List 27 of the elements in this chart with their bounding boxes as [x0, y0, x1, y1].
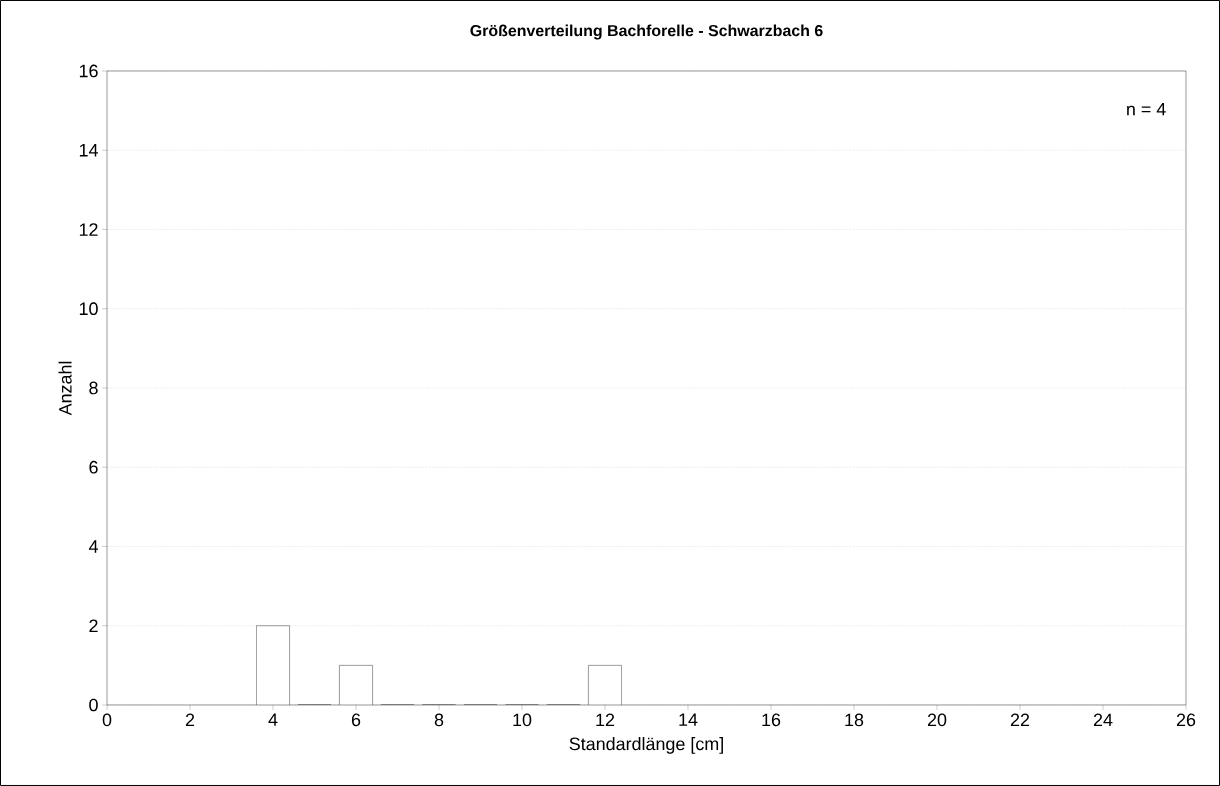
y-tick-label: 4: [88, 540, 98, 553]
x-tick-label: 6: [351, 713, 361, 727]
chart-title: Größenverteilung Bachforelle - Schwarzbach 6: [470, 24, 823, 40]
y-tick-label: 14: [79, 144, 98, 157]
y-tick-label: 10: [79, 302, 98, 316]
x-axis-title: Standardlänge [cm]: [569, 737, 723, 754]
y-tick-label: 6: [89, 460, 98, 474]
annotation: n = 4: [1127, 103, 1166, 116]
x-tick-label: 0: [102, 713, 112, 727]
x-tick-label: 16: [762, 713, 781, 727]
x-tick-label: 14: [679, 713, 698, 726]
x-tick-label: 2: [185, 713, 195, 727]
x-tick-label: 20: [927, 713, 947, 727]
x-tick-label: 10: [513, 713, 532, 727]
y-tick-label: 12: [79, 223, 98, 236]
y-tick-label: 0: [89, 698, 98, 712]
y-tick-label: 2: [89, 619, 98, 632]
x-tick-label: 24: [1093, 713, 1113, 727]
x-tick-label: 8: [434, 713, 444, 727]
x-tick-label: 4: [268, 713, 278, 726]
x-tick-label: 18: [845, 713, 864, 727]
y-axis-title: Anzahl: [58, 361, 72, 416]
y-tick-label: 16: [79, 64, 98, 78]
y-tick-label: 8: [89, 381, 98, 395]
x-tick-label: 26: [1176, 713, 1196, 727]
x-tick-label: 22: [1010, 713, 1030, 727]
x-tick-label: 12: [596, 713, 615, 727]
